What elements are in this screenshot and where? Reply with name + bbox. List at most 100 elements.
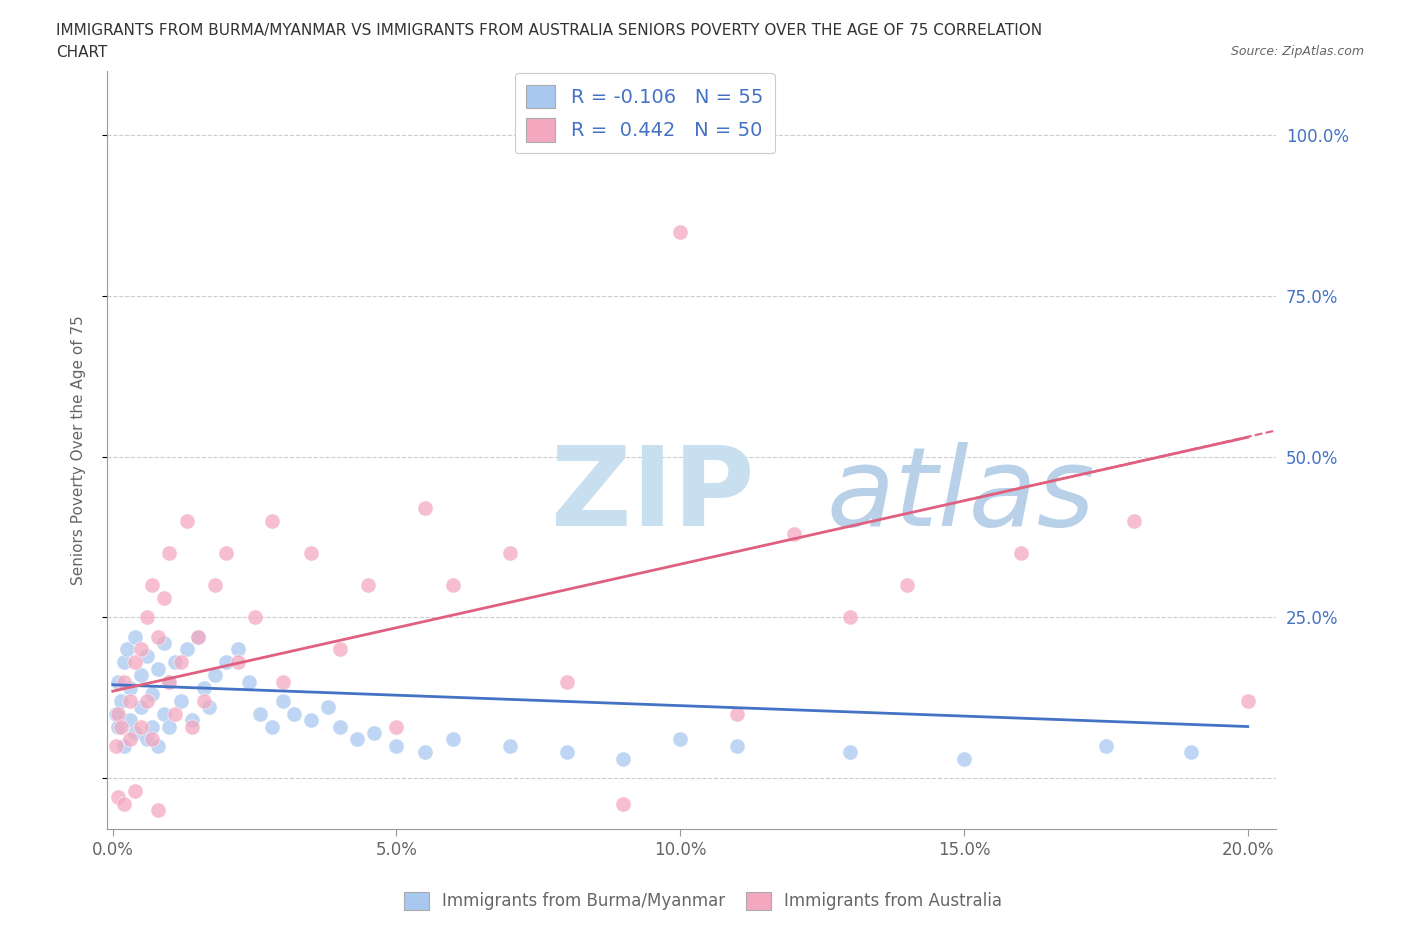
Point	[1180, 745, 1202, 760]
Point	[129, 699, 152, 714]
Point	[153, 591, 176, 605]
Point	[193, 694, 215, 709]
Point	[839, 610, 862, 625]
Point	[260, 513, 283, 528]
Point	[107, 674, 129, 689]
Point	[413, 745, 436, 760]
Point	[260, 719, 283, 734]
Point	[555, 745, 578, 760]
Point	[146, 661, 169, 676]
Point	[226, 655, 249, 670]
Point	[193, 681, 215, 696]
Point	[135, 694, 157, 709]
Point	[363, 725, 385, 740]
Point	[146, 738, 169, 753]
Point	[129, 642, 152, 657]
Point	[135, 648, 157, 663]
Point	[385, 738, 408, 753]
Point	[555, 674, 578, 689]
Point	[118, 712, 141, 727]
Point	[107, 719, 129, 734]
Point	[896, 578, 918, 592]
Point	[215, 655, 238, 670]
Point	[441, 578, 464, 592]
Point	[204, 578, 226, 592]
Point	[499, 738, 522, 753]
Point	[198, 699, 221, 714]
Point	[159, 546, 181, 561]
Point	[612, 796, 634, 811]
Point	[118, 732, 141, 747]
Y-axis label: Seniors Poverty Over the Age of 75: Seniors Poverty Over the Age of 75	[72, 315, 86, 585]
Point	[112, 655, 135, 670]
Point	[112, 738, 135, 753]
Point	[953, 751, 976, 766]
Point	[357, 578, 380, 592]
Point	[1010, 546, 1032, 561]
Point	[115, 642, 138, 657]
Point	[271, 694, 294, 709]
Point	[725, 706, 748, 721]
Point	[170, 694, 193, 709]
Point	[124, 629, 146, 644]
Point	[141, 578, 163, 592]
Point	[110, 719, 132, 734]
Point	[612, 751, 634, 766]
Point	[204, 668, 226, 683]
Point	[141, 732, 163, 747]
Point	[110, 694, 132, 709]
Point	[170, 655, 193, 670]
Point	[181, 712, 204, 727]
Point	[176, 513, 198, 528]
Point	[159, 674, 181, 689]
Point	[385, 719, 408, 734]
Point	[104, 738, 127, 753]
Point	[124, 725, 146, 740]
Point	[329, 719, 352, 734]
Point	[124, 655, 146, 670]
Point	[725, 738, 748, 753]
Point	[283, 706, 305, 721]
Point	[499, 546, 522, 561]
Point	[146, 629, 169, 644]
Legend: R = -0.106   N = 55, R =  0.442   N = 50: R = -0.106 N = 55, R = 0.442 N = 50	[515, 73, 775, 153]
Point	[187, 629, 209, 644]
Text: Source: ZipAtlas.com: Source: ZipAtlas.com	[1230, 45, 1364, 58]
Point	[669, 224, 692, 239]
Point	[153, 706, 176, 721]
Point	[215, 546, 238, 561]
Point	[839, 745, 862, 760]
Point	[249, 706, 271, 721]
Point	[104, 706, 127, 721]
Point	[129, 668, 152, 683]
Point	[243, 610, 266, 625]
Point	[165, 655, 187, 670]
Point	[181, 719, 204, 734]
Point	[329, 642, 352, 657]
Point	[159, 674, 181, 689]
Point	[107, 706, 129, 721]
Point	[187, 629, 209, 644]
Point	[238, 674, 260, 689]
Point	[299, 712, 322, 727]
Point	[107, 790, 129, 804]
Point	[176, 642, 198, 657]
Point	[271, 674, 294, 689]
Point	[1095, 738, 1118, 753]
Point	[441, 732, 464, 747]
Point	[226, 642, 249, 657]
Point	[346, 732, 368, 747]
Text: IMMIGRANTS FROM BURMA/MYANMAR VS IMMIGRANTS FROM AUSTRALIA SENIORS POVERTY OVER : IMMIGRANTS FROM BURMA/MYANMAR VS IMMIGRA…	[56, 23, 1042, 38]
Text: CHART: CHART	[56, 45, 108, 60]
Point	[135, 732, 157, 747]
Point	[146, 803, 169, 817]
Point	[118, 694, 141, 709]
Legend: Immigrants from Burma/Myanmar, Immigrants from Australia: Immigrants from Burma/Myanmar, Immigrant…	[398, 885, 1008, 917]
Point	[135, 610, 157, 625]
Text: atlas: atlas	[825, 442, 1095, 549]
Point	[783, 526, 806, 541]
Point	[124, 783, 146, 798]
Point	[159, 719, 181, 734]
Point	[141, 719, 163, 734]
Point	[153, 635, 176, 650]
